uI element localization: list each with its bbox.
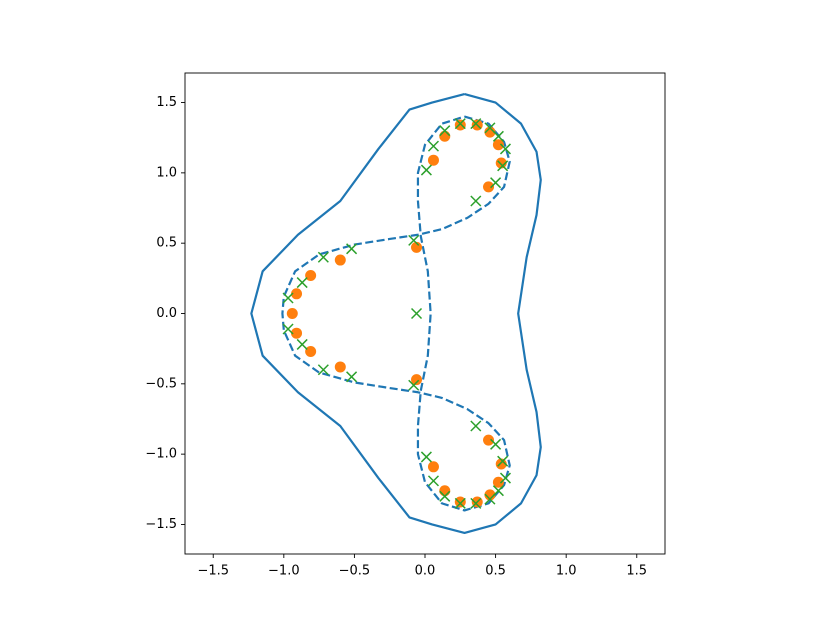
point	[346, 243, 358, 255]
point	[420, 164, 432, 176]
x-tick-label: 1.0	[556, 564, 577, 579]
point	[296, 338, 308, 350]
point	[492, 485, 504, 497]
point	[470, 195, 482, 207]
point	[484, 493, 496, 505]
point	[497, 160, 509, 172]
y-tick-label: −1.5	[145, 517, 177, 532]
point	[470, 420, 482, 432]
point	[454, 118, 466, 130]
point	[291, 288, 303, 300]
point	[427, 154, 439, 166]
point	[305, 345, 317, 357]
point	[484, 122, 496, 134]
y-tick-label: 1.0	[156, 165, 177, 180]
point	[484, 489, 496, 501]
y-tick-label: 0.0	[156, 306, 177, 321]
point	[483, 434, 495, 446]
point	[410, 307, 423, 320]
point	[408, 234, 420, 246]
point	[334, 254, 346, 266]
point	[439, 130, 451, 142]
point	[411, 241, 423, 253]
point	[334, 361, 346, 373]
point	[490, 438, 502, 450]
point	[427, 140, 440, 152]
point	[291, 327, 303, 339]
point	[492, 476, 504, 488]
point	[286, 308, 298, 319]
point	[470, 118, 482, 130]
x-tick-label: 0.0	[415, 564, 436, 579]
point	[317, 251, 329, 263]
point	[499, 472, 512, 484]
point	[495, 458, 507, 470]
point	[490, 177, 502, 189]
point	[470, 497, 482, 509]
point	[499, 143, 512, 155]
point	[427, 461, 439, 473]
y-tick-label: 1.5	[156, 95, 177, 110]
point	[454, 497, 466, 509]
point	[439, 485, 451, 497]
point	[439, 125, 451, 137]
x-tick-label: −1.0	[268, 564, 300, 579]
y-tick-label: −1.0	[145, 447, 177, 462]
point	[346, 371, 358, 383]
point	[454, 496, 466, 508]
x-tick-label: −0.5	[339, 564, 371, 579]
point	[427, 475, 440, 487]
point	[439, 490, 451, 502]
point	[483, 181, 495, 193]
point	[484, 126, 496, 138]
x-tick-label: −1.5	[197, 564, 229, 579]
point	[408, 379, 420, 391]
y-tick-label: 0.5	[156, 236, 177, 251]
point	[492, 139, 504, 151]
curve	[250, 93, 542, 534]
point	[411, 374, 423, 386]
point	[454, 119, 466, 131]
plot-frame	[184, 72, 666, 555]
y-tick-label: −0.5	[145, 376, 177, 391]
point	[296, 277, 308, 289]
x-tick-label: 1.5	[626, 564, 647, 579]
point	[305, 270, 317, 282]
point	[420, 451, 432, 463]
point	[497, 455, 509, 467]
point	[282, 292, 294, 304]
x-tick-label: 0.5	[485, 564, 506, 579]
point	[317, 364, 329, 376]
point	[492, 130, 504, 142]
point	[495, 157, 507, 169]
point	[282, 323, 294, 335]
curve	[281, 115, 511, 512]
